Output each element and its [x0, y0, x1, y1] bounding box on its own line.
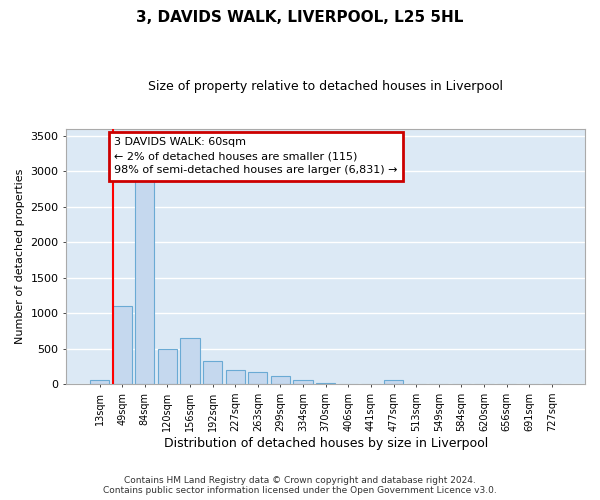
Bar — [90, 380, 109, 384]
Bar — [316, 383, 335, 384]
Bar — [181, 338, 200, 384]
Text: Contains HM Land Registry data © Crown copyright and database right 2024.
Contai: Contains HM Land Registry data © Crown c… — [103, 476, 497, 495]
Bar — [293, 380, 313, 384]
Bar — [248, 372, 268, 384]
Text: 3, DAVIDS WALK, LIVERPOOL, L25 5HL: 3, DAVIDS WALK, LIVERPOOL, L25 5HL — [136, 10, 464, 25]
X-axis label: Distribution of detached houses by size in Liverpool: Distribution of detached houses by size … — [164, 437, 488, 450]
Bar — [384, 380, 403, 384]
Text: 3 DAVIDS WALK: 60sqm
← 2% of detached houses are smaller (115)
98% of semi-detac: 3 DAVIDS WALK: 60sqm ← 2% of detached ho… — [114, 138, 398, 175]
Bar — [158, 349, 177, 384]
Title: Size of property relative to detached houses in Liverpool: Size of property relative to detached ho… — [148, 80, 503, 93]
Bar — [135, 150, 154, 384]
Bar — [271, 376, 290, 384]
Y-axis label: Number of detached properties: Number of detached properties — [15, 169, 25, 344]
Bar — [226, 370, 245, 384]
Bar — [203, 361, 222, 384]
Bar — [113, 306, 132, 384]
